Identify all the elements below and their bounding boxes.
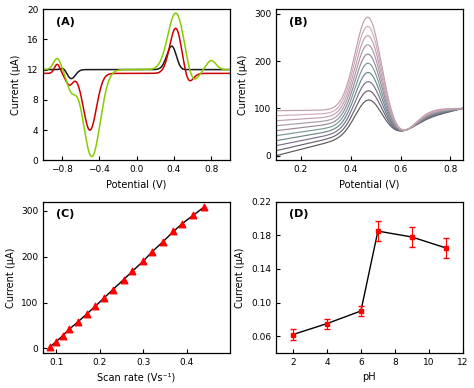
Point xyxy=(91,303,99,309)
Point xyxy=(148,249,155,255)
Y-axis label: Current (μA): Current (μA) xyxy=(6,247,16,308)
Point xyxy=(100,295,108,301)
Point xyxy=(65,326,73,332)
Point xyxy=(53,338,60,345)
Text: (A): (A) xyxy=(56,17,75,27)
Point xyxy=(159,239,166,245)
Point xyxy=(74,319,82,325)
Point xyxy=(170,229,177,235)
Point xyxy=(128,268,136,274)
X-axis label: Potential (V): Potential (V) xyxy=(339,180,400,190)
Y-axis label: Current (μA): Current (μA) xyxy=(236,247,246,308)
Y-axis label: Current (μA): Current (μA) xyxy=(238,55,248,115)
Point xyxy=(120,277,128,283)
Point xyxy=(59,333,66,339)
Text: (C): (C) xyxy=(56,209,75,219)
X-axis label: Potential (V): Potential (V) xyxy=(106,180,167,190)
Point xyxy=(46,344,54,350)
Point xyxy=(83,311,91,317)
Text: (D): (D) xyxy=(289,209,309,219)
Point xyxy=(178,221,186,227)
Point xyxy=(139,258,147,264)
Y-axis label: Current (μA): Current (μA) xyxy=(11,55,21,115)
Point xyxy=(109,287,117,293)
Text: (B): (B) xyxy=(289,17,308,27)
X-axis label: pH: pH xyxy=(363,372,376,383)
Point xyxy=(200,204,208,210)
X-axis label: Scan rate (Vs⁻¹): Scan rate (Vs⁻¹) xyxy=(98,372,176,383)
Point xyxy=(189,212,197,218)
